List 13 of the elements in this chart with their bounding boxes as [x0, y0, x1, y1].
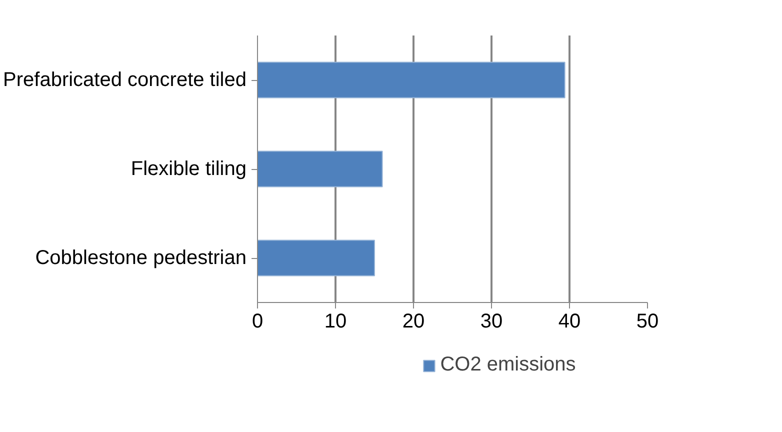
- bar: [258, 240, 375, 276]
- bar: [258, 62, 566, 98]
- x-tick-label: 40: [558, 310, 581, 332]
- x-tick-label: 0: [252, 310, 264, 332]
- y-tick-label: Prefabricated concrete tiled: [3, 69, 246, 91]
- x-tick-label: 10: [324, 310, 347, 332]
- y-tick-label: Flexible tiling: [130, 158, 247, 180]
- y-tick-label: Cobblestone pedestrian: [35, 247, 247, 269]
- bar: [258, 150, 383, 188]
- legend-label: CO2 emissions: [440, 354, 576, 376]
- x-tick-label: 20: [402, 310, 425, 332]
- x-tick-label: 30: [480, 310, 503, 332]
- x-tick-label: 50: [636, 310, 659, 332]
